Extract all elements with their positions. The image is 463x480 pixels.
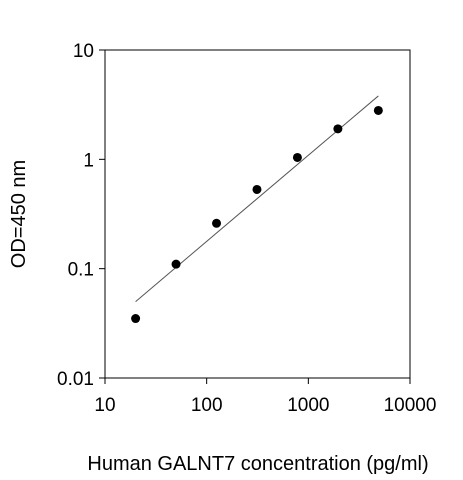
- data-points: [131, 105, 383, 324]
- x-tick-label: 1000: [287, 395, 329, 416]
- x-axis-label: Human GALNT7 concentration (pg/ml): [87, 453, 428, 475]
- y-axis-ticks: 0.01 0.1 1 10: [57, 41, 105, 390]
- y-tick-label: 0.01: [57, 369, 94, 390]
- x-tick-label: 10: [94, 395, 115, 416]
- y-tick-label: 0.1: [68, 260, 94, 281]
- data-point: [333, 124, 343, 134]
- x-axis-ticks: 10 100 1000 10000: [94, 378, 436, 416]
- data-point: [212, 218, 222, 228]
- x-tick-label: 100: [191, 395, 223, 416]
- fit-line: [135, 95, 379, 302]
- fit-line-group: [135, 95, 379, 302]
- data-point: [292, 152, 302, 162]
- data-point: [131, 314, 141, 324]
- y-tick-label: 10: [73, 41, 94, 62]
- data-point: [373, 105, 383, 115]
- data-point: [252, 184, 262, 194]
- y-tick-label: 1: [83, 150, 94, 171]
- y-axis-label: OD=450 nm: [8, 160, 30, 268]
- plot-area-frame: [104, 49, 411, 379]
- data-point: [171, 259, 181, 269]
- x-tick-label: 10000: [384, 395, 437, 416]
